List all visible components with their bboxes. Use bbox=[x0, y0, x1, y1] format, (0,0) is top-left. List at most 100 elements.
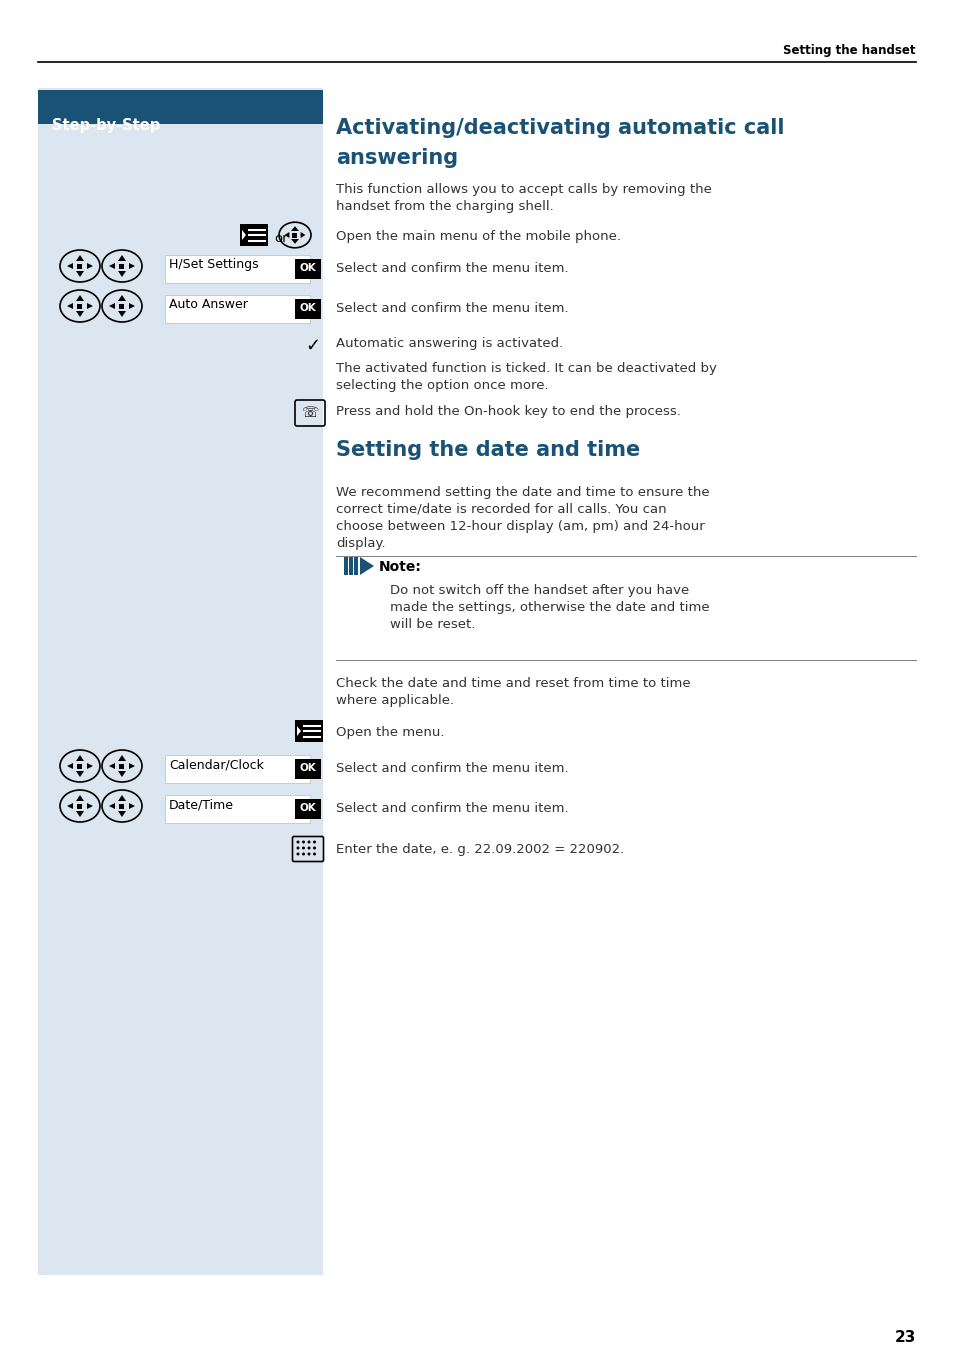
Polygon shape bbox=[296, 726, 301, 735]
Text: Select and confirm the menu item.: Select and confirm the menu item. bbox=[335, 262, 568, 274]
Polygon shape bbox=[284, 233, 289, 238]
Polygon shape bbox=[87, 264, 92, 269]
Polygon shape bbox=[118, 295, 126, 301]
Bar bbox=[294, 721, 323, 742]
Circle shape bbox=[313, 841, 315, 844]
Text: We recommend setting the date and time to ensure the: We recommend setting the date and time t… bbox=[335, 485, 709, 499]
Bar bbox=[38, 88, 323, 1275]
Polygon shape bbox=[109, 264, 115, 269]
Bar bbox=[165, 795, 310, 823]
Bar bbox=[294, 799, 320, 819]
Polygon shape bbox=[129, 763, 135, 769]
Text: handset from the charging shell.: handset from the charging shell. bbox=[335, 200, 553, 214]
Text: Open the menu.: Open the menu. bbox=[335, 726, 444, 740]
Polygon shape bbox=[118, 270, 126, 277]
Text: Select and confirm the menu item.: Select and confirm the menu item. bbox=[335, 301, 568, 315]
Bar bbox=[294, 299, 320, 319]
Polygon shape bbox=[300, 233, 305, 238]
Text: Auto Answer: Auto Answer bbox=[169, 297, 248, 311]
Text: ✓: ✓ bbox=[305, 337, 320, 356]
Circle shape bbox=[313, 846, 315, 849]
Bar bbox=[77, 803, 82, 808]
Text: Calendar/Clock: Calendar/Clock bbox=[169, 758, 264, 771]
Bar bbox=[119, 803, 125, 808]
Bar bbox=[165, 256, 310, 283]
Bar bbox=[77, 264, 82, 269]
Polygon shape bbox=[109, 303, 115, 310]
Polygon shape bbox=[291, 226, 298, 231]
Text: OK: OK bbox=[299, 264, 316, 273]
Polygon shape bbox=[87, 303, 92, 310]
Text: ☏: ☏ bbox=[301, 406, 318, 420]
Polygon shape bbox=[129, 264, 135, 269]
Circle shape bbox=[296, 853, 299, 856]
Polygon shape bbox=[76, 256, 84, 261]
Polygon shape bbox=[87, 763, 92, 769]
Bar bbox=[119, 764, 125, 768]
Circle shape bbox=[302, 846, 305, 849]
Text: Select and confirm the menu item.: Select and confirm the menu item. bbox=[335, 763, 568, 775]
Text: 23: 23 bbox=[894, 1330, 915, 1345]
Circle shape bbox=[307, 841, 310, 844]
Polygon shape bbox=[109, 763, 115, 769]
Text: correct time/date is recorded for all calls. You can: correct time/date is recorded for all ca… bbox=[335, 503, 666, 516]
Circle shape bbox=[307, 853, 310, 856]
Text: Select and confirm the menu item.: Select and confirm the menu item. bbox=[335, 802, 568, 815]
Bar bbox=[344, 557, 348, 575]
Polygon shape bbox=[76, 795, 84, 800]
Text: display.: display. bbox=[335, 537, 385, 550]
Polygon shape bbox=[109, 803, 115, 808]
Bar bbox=[119, 264, 125, 269]
Text: OK: OK bbox=[299, 763, 316, 773]
Text: OK: OK bbox=[299, 303, 316, 314]
Polygon shape bbox=[76, 311, 84, 316]
Bar bbox=[349, 557, 353, 575]
Polygon shape bbox=[118, 256, 126, 261]
Text: Open the main menu of the mobile phone.: Open the main menu of the mobile phone. bbox=[335, 230, 620, 243]
Text: choose between 12-hour display (am, pm) and 24-hour: choose between 12-hour display (am, pm) … bbox=[335, 521, 704, 533]
Polygon shape bbox=[76, 754, 84, 761]
Text: This function allows you to accept calls by removing the: This function allows you to accept calls… bbox=[335, 183, 711, 196]
Polygon shape bbox=[76, 811, 84, 817]
Text: Setting the date and time: Setting the date and time bbox=[335, 439, 639, 460]
Text: selecting the option once more.: selecting the option once more. bbox=[335, 379, 548, 392]
Bar bbox=[294, 260, 320, 279]
Text: Press and hold the On-hook key to end the process.: Press and hold the On-hook key to end th… bbox=[335, 406, 680, 418]
Text: Automatic answering is activated.: Automatic answering is activated. bbox=[335, 337, 562, 350]
Text: Enter the date, e. g. 22.09.2002 = 220902.: Enter the date, e. g. 22.09.2002 = 22090… bbox=[335, 844, 623, 856]
Polygon shape bbox=[87, 803, 92, 808]
Polygon shape bbox=[118, 771, 126, 777]
Bar bbox=[354, 557, 357, 575]
Circle shape bbox=[296, 846, 299, 849]
Polygon shape bbox=[359, 557, 374, 575]
Bar bbox=[240, 224, 268, 246]
Polygon shape bbox=[129, 803, 135, 808]
Bar bbox=[165, 295, 310, 323]
Polygon shape bbox=[129, 303, 135, 310]
Polygon shape bbox=[67, 763, 73, 769]
Text: Activating/deactivating automatic call: Activating/deactivating automatic call bbox=[335, 118, 783, 138]
Text: The activated function is ticked. It can be deactivated by: The activated function is ticked. It can… bbox=[335, 362, 716, 375]
Circle shape bbox=[302, 841, 305, 844]
Circle shape bbox=[296, 841, 299, 844]
Polygon shape bbox=[67, 264, 73, 269]
Text: Note:: Note: bbox=[378, 560, 421, 575]
Text: Check the date and time and reset from time to time: Check the date and time and reset from t… bbox=[335, 677, 690, 690]
Polygon shape bbox=[242, 230, 246, 241]
Text: H/Set Settings: H/Set Settings bbox=[169, 258, 258, 270]
Bar bbox=[77, 303, 82, 308]
Polygon shape bbox=[291, 239, 298, 243]
Polygon shape bbox=[118, 754, 126, 761]
Text: where applicable.: where applicable. bbox=[335, 694, 454, 707]
Bar bbox=[77, 764, 82, 768]
Circle shape bbox=[302, 853, 305, 856]
Circle shape bbox=[313, 853, 315, 856]
Polygon shape bbox=[76, 295, 84, 301]
Text: Setting the handset: Setting the handset bbox=[782, 45, 915, 57]
Circle shape bbox=[307, 846, 310, 849]
Polygon shape bbox=[67, 303, 73, 310]
Polygon shape bbox=[118, 795, 126, 800]
Text: or: or bbox=[274, 233, 287, 245]
Text: Do not switch off the handset after you have: Do not switch off the handset after you … bbox=[390, 584, 688, 598]
Polygon shape bbox=[118, 311, 126, 316]
